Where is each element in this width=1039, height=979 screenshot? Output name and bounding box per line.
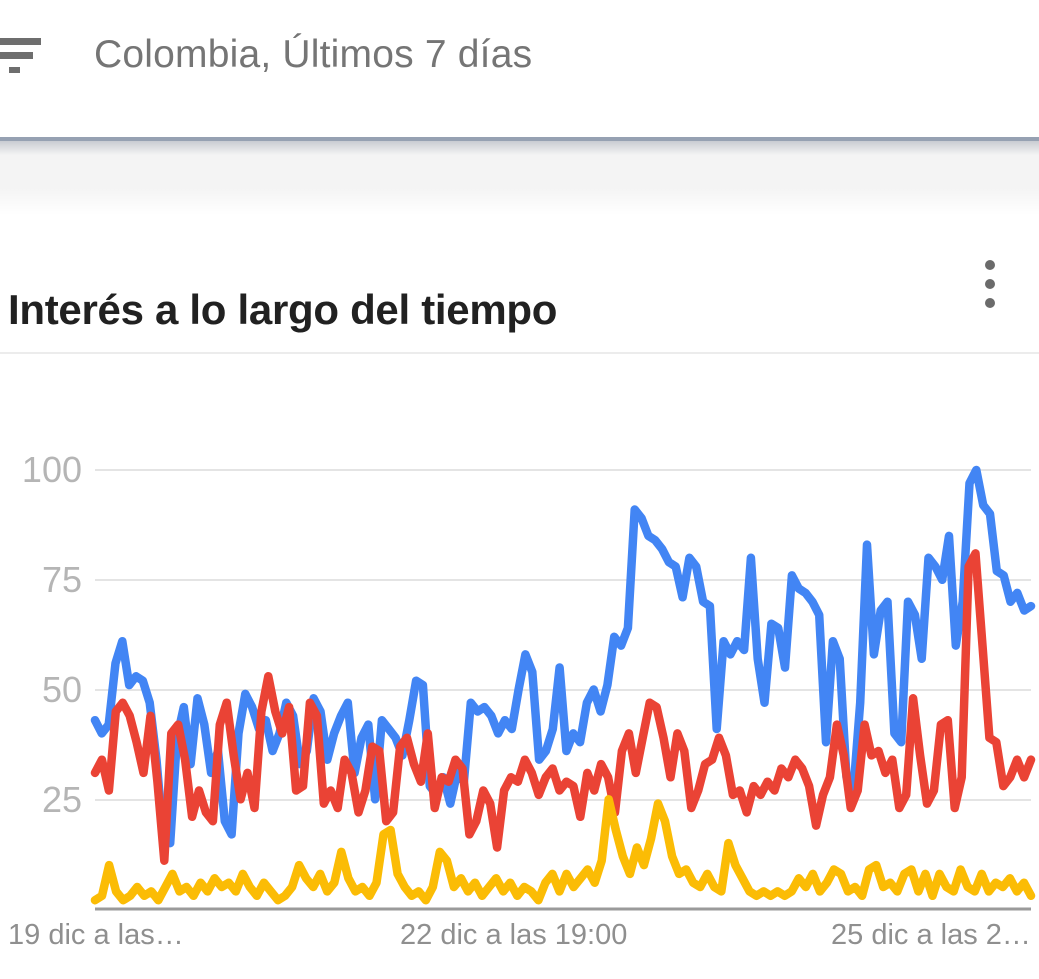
y-tick-75: 75 (41, 559, 82, 600)
yellow-series-line (90, 795, 1036, 905)
kebab-menu-icon[interactable] (977, 260, 1003, 318)
y-tick-50: 50 (41, 669, 82, 710)
filter-icon (0, 38, 44, 74)
gridlines (95, 469, 1031, 911)
x-tick-25-dic: 25 dic a las 2… (831, 919, 1031, 951)
header-band (0, 155, 1039, 215)
red-series-line (90, 549, 1036, 865)
blue-series-line (90, 465, 1036, 848)
y-tick-100: 100 (21, 449, 82, 490)
filter-header[interactable]: Colombia, Últimos 7 días (0, 0, 1039, 137)
title-divider (0, 352, 1039, 354)
header-divider (0, 137, 1039, 141)
chart-title: Interés a lo largo del tiempo (8, 286, 558, 334)
x-tick-19-dic: 19 dic a las… (8, 919, 184, 951)
y-tick-25: 25 (41, 779, 82, 820)
filter-summary-label: Colombia, Últimos 7 días (94, 33, 533, 76)
x-tick-22-dic: 22 dic a las 19:00 (400, 919, 628, 951)
header-shadow (0, 141, 1039, 155)
